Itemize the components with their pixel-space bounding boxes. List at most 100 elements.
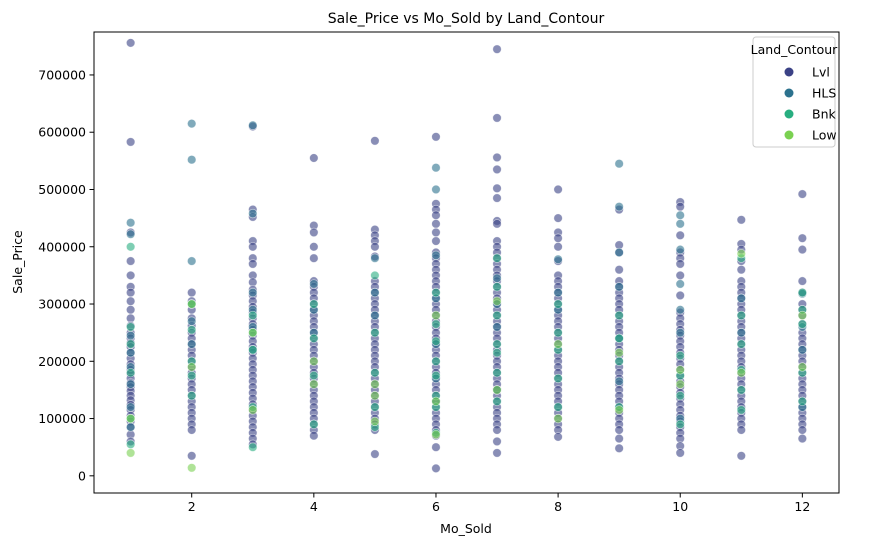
- points-layer: [125, 38, 808, 474]
- point-bnk-63: [797, 396, 808, 407]
- point-hls-37: [553, 254, 563, 265]
- y-tick-label: 300000: [38, 297, 86, 312]
- point-bnk-18: [309, 370, 319, 381]
- point-bnk-7: [187, 325, 197, 335]
- x-tick-label: 2: [188, 499, 196, 514]
- point-lvl-322: [675, 290, 685, 301]
- point-hls-40: [614, 159, 624, 169]
- legend-label-bnk: Bnk: [812, 107, 836, 122]
- y-axis-label: Sale_Price: [10, 230, 25, 294]
- point-lvl-127: [370, 136, 380, 146]
- point-lvl-63: [248, 259, 258, 269]
- point-bnk-0: [125, 242, 136, 252]
- point-lvl-383: [797, 244, 808, 255]
- point-hls-10: [187, 256, 197, 266]
- point-bnk-35: [492, 310, 502, 321]
- point-bnk-1: [125, 322, 136, 332]
- point-bnk-5: [125, 439, 136, 449]
- point-bnk-41: [553, 328, 563, 338]
- point-low-20: [614, 348, 624, 358]
- point-lvl-7: [125, 296, 136, 306]
- point-bnk-49: [675, 350, 685, 361]
- point-bnk-29: [431, 370, 441, 381]
- x-tick-label: 8: [554, 499, 562, 514]
- point-hls-47: [675, 219, 685, 229]
- point-bnk-19: [309, 419, 319, 429]
- point-hls-20: [309, 279, 319, 289]
- point-hls-57: [797, 345, 808, 355]
- point-lvl-312: [614, 425, 624, 435]
- point-lvl-382: [797, 233, 808, 243]
- point-hls-53: [736, 293, 746, 303]
- point-low-11: [370, 416, 380, 427]
- point-low-16: [492, 385, 502, 395]
- legend: Land_Contour Lvl HLS Bnk Low: [751, 36, 839, 148]
- point-hls-6: [125, 402, 136, 412]
- point-lvl-407: [797, 425, 808, 435]
- x-tick-label: 6: [432, 499, 440, 514]
- point-lvl-210: [492, 219, 502, 229]
- legend-marker-lvl: [784, 67, 794, 77]
- point-bnk-15: [248, 442, 258, 452]
- point-bnk-27: [431, 336, 441, 346]
- point-low-24: [736, 368, 746, 378]
- point-low-22: [675, 379, 685, 389]
- point-bnk-45: [614, 310, 624, 321]
- point-low-5: [248, 405, 258, 415]
- legend-label-lvl: Lvl: [812, 65, 830, 80]
- y-tick-label: 600000: [38, 125, 86, 140]
- point-lvl-131: [370, 242, 380, 252]
- point-bnk-47: [614, 356, 624, 366]
- point-low-12: [431, 310, 441, 321]
- legend-items: Lvl HLS Bnk Low: [784, 65, 837, 143]
- legend-title: Land_Contour: [751, 42, 839, 57]
- point-bnk-11: [248, 310, 258, 321]
- point-lvl-347: [675, 448, 685, 458]
- point-bnk-43: [553, 373, 563, 384]
- point-hls-54: [736, 328, 746, 338]
- point-bnk-54: [736, 310, 746, 321]
- point-bnk-10: [187, 391, 197, 401]
- point-bnk-44: [553, 402, 563, 412]
- point-lvl-165: [431, 219, 441, 229]
- point-low-14: [431, 429, 441, 440]
- legend-marker-low: [784, 130, 794, 140]
- point-lvl-161: [431, 132, 441, 142]
- point-hls-2: [125, 330, 136, 341]
- point-lvl-380: [736, 451, 746, 461]
- point-bnk-37: [492, 348, 502, 358]
- point-lvl-205: [492, 152, 502, 163]
- point-bnk-52: [675, 419, 685, 429]
- point-bnk-9: [187, 370, 197, 381]
- point-lvl-246: [492, 448, 502, 458]
- legend-marker-bnk: [784, 109, 794, 119]
- point-bnk-16: [309, 299, 319, 309]
- point-lvl-6: [125, 287, 136, 298]
- point-lvl-202: [431, 463, 441, 474]
- point-hls-51: [675, 328, 685, 338]
- point-lvl-8: [125, 305, 136, 315]
- point-hls-1: [125, 229, 136, 239]
- point-lvl-61: [248, 242, 258, 252]
- point-bnk-21: [370, 328, 380, 338]
- point-hls-8: [187, 118, 197, 129]
- point-lvl-160: [370, 449, 380, 459]
- point-lvl-381: [797, 189, 808, 199]
- point-lvl-245: [492, 436, 502, 447]
- point-lvl-3: [125, 256, 136, 266]
- point-hls-28: [431, 250, 441, 260]
- point-low-25: [797, 310, 808, 321]
- point-bnk-40: [553, 299, 563, 309]
- point-hls-33: [492, 273, 502, 283]
- point-hls-15: [248, 208, 258, 219]
- y-tick-label: 700000: [38, 67, 86, 82]
- point-lvl-206: [492, 164, 502, 175]
- point-bnk-57: [736, 385, 746, 395]
- point-low-17: [553, 339, 563, 349]
- point-lvl-316: [675, 202, 685, 212]
- point-lvl-379: [736, 425, 746, 435]
- point-hls-49: [675, 279, 685, 289]
- axes-layer: 2 4 6 8 10 12 0 100000 200000 300000 400000 500000 6…: [38, 67, 810, 514]
- y-tick-label: 100000: [38, 411, 86, 426]
- point-hls-16: [248, 287, 258, 298]
